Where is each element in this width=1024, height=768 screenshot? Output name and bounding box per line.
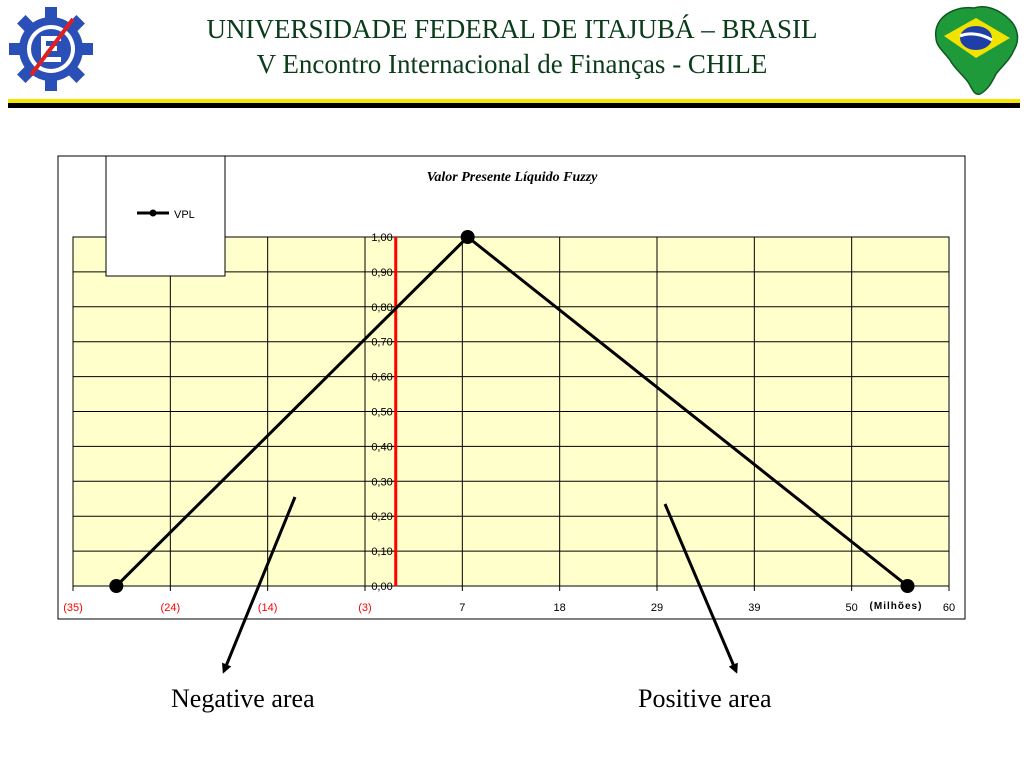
data-point — [460, 230, 475, 244]
header-subtitle-event: V Encontro Internacional de Finanças - C… — [256, 49, 768, 79]
y-tick-label: 0,20 — [371, 511, 392, 523]
chart-title: Valor Presente Líquido Fuzzy — [427, 170, 599, 185]
x-tick-label: 29 — [651, 602, 663, 614]
x-unit-label: (Milhões) — [870, 601, 923, 612]
header-rule-yellow — [8, 99, 1020, 103]
y-tick-label: 1,00 — [371, 232, 392, 244]
negative-area-caption: Negative area — [171, 684, 315, 713]
y-tick-label: 0,10 — [371, 546, 392, 558]
y-tick-label: 0,50 — [371, 407, 392, 419]
positive-area-caption: Positive area — [638, 684, 772, 713]
y-tick-label: 0,80 — [371, 302, 392, 314]
legend: VPL — [105, 155, 226, 277]
header-rule-black — [8, 103, 1020, 108]
data-point — [900, 579, 915, 593]
y-tick-label: 0,40 — [371, 441, 392, 453]
legend-swatch-marker — [149, 209, 157, 217]
arrow-positive — [663, 503, 738, 674]
university-gear-logo-icon — [9, 7, 93, 91]
y-tick-label: 0,00 — [371, 581, 392, 593]
y-axis: 0,00 0,10 0,20 0,30 0,40 0,50 0,60 0,70 0,80 0,90… — [371, 232, 396, 593]
x-tick-label: (24) — [161, 602, 181, 614]
y-tick-label: 0,60 — [371, 372, 392, 384]
y-tick-label: 0,70 — [371, 337, 392, 349]
x-tick-label: 39 — [748, 602, 760, 614]
y-tick-label: 0,90 — [371, 267, 392, 279]
x-tick-label: (3) — [358, 602, 371, 614]
y-tick-label: 0,30 — [371, 476, 392, 488]
x-tick-label: 60 — [943, 602, 955, 614]
series-points — [109, 230, 915, 593]
x-tick-label: 7 — [459, 602, 465, 614]
legend-entry-vpl: VPL — [174, 209, 195, 221]
legend-box — [105, 155, 226, 277]
data-point — [109, 579, 124, 593]
header-title-university: UNIVERSIDADE FEDERAL DE ITAJUBÁ – BRASIL — [206, 14, 818, 44]
x-tick-label: (14) — [258, 602, 278, 614]
x-tick-label: 50 — [846, 602, 858, 614]
x-tick-label: (35) — [63, 602, 83, 614]
x-tick-label: 18 — [554, 602, 566, 614]
arrow-negative — [222, 496, 297, 674]
brazil-map-flag-icon — [934, 6, 1019, 96]
x-axis: (35) (24) (14) (3) 7 18 29 39 50 60 — [63, 586, 955, 614]
